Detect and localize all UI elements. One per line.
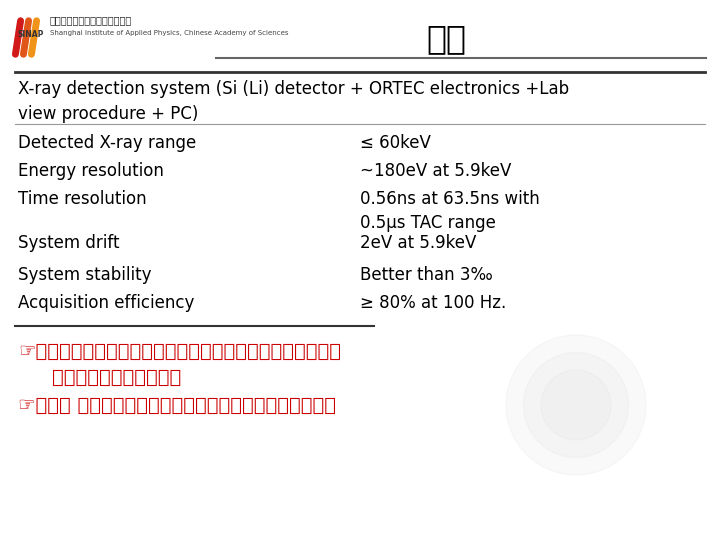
Text: 花费及性价比高的特点。: 花费及性价比高的特点。: [52, 368, 181, 387]
Text: 2eV at 5.9keV: 2eV at 5.9keV: [360, 234, 477, 252]
Text: System stability: System stability: [18, 266, 151, 284]
FancyArrowPatch shape: [15, 21, 21, 54]
Text: Acquisition efficiency: Acquisition efficiency: [18, 294, 194, 312]
FancyArrowPatch shape: [32, 21, 37, 54]
Text: 小结: 小结: [426, 22, 467, 55]
Text: Energy resolution: Energy resolution: [18, 162, 164, 180]
Text: X-ray detection system (Si (Li) detector + ORTEC electronics +Lab
view procedure: X-ray detection system (Si (Li) detector…: [18, 80, 569, 123]
Text: Better than 3‰: Better than 3‰: [360, 266, 492, 284]
Text: ≤ 60keV: ≤ 60keV: [360, 134, 431, 152]
Text: ~180eV at 5.9keV: ~180eV at 5.9keV: [360, 162, 511, 180]
Text: 中国科学院上海应用物理研究所: 中国科学院上海应用物理研究所: [50, 15, 132, 25]
Text: System drift: System drift: [18, 234, 120, 252]
Text: ☞此系统 已成功用于两期康普顿散射实验，至今仍在使用！: ☞此系统 已成功用于两期康普顿散射实验，至今仍在使用！: [18, 396, 336, 415]
Text: Detected X-ray range: Detected X-ray range: [18, 134, 197, 152]
Text: Time resolution: Time resolution: [18, 190, 147, 208]
Circle shape: [541, 370, 611, 440]
Circle shape: [506, 335, 646, 475]
Text: ☞探测器系统具有图形化显示，较好分辨率、良好稳定性、低: ☞探测器系统具有图形化显示，较好分辨率、良好稳定性、低: [18, 342, 341, 361]
Circle shape: [523, 353, 629, 457]
FancyArrowPatch shape: [24, 21, 29, 54]
Text: ≥ 80% at 100 Hz.: ≥ 80% at 100 Hz.: [360, 294, 506, 312]
Text: SINAP: SINAP: [17, 30, 43, 39]
Text: Shanghai Institute of Applied Physics, Chinese Academy of Sciences: Shanghai Institute of Applied Physics, C…: [50, 30, 289, 36]
Text: 0.56ns at 63.5ns with
0.5μs TAC range: 0.56ns at 63.5ns with 0.5μs TAC range: [360, 190, 540, 232]
